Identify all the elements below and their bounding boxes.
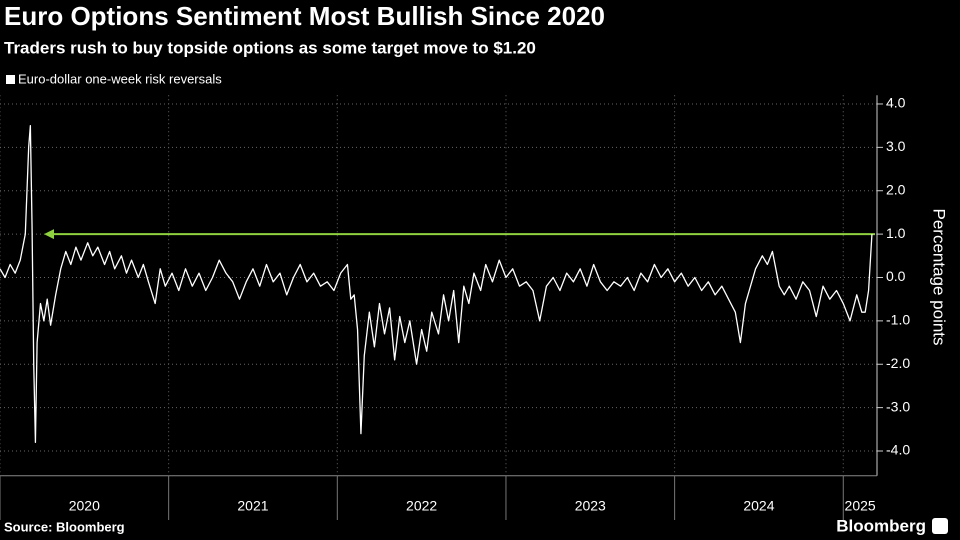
data-line [0,125,873,443]
x-tick-label: 2022 [406,498,437,514]
chart-title: Euro Options Sentiment Most Bullish Sinc… [4,1,605,31]
x-tick-label: 2021 [237,498,268,514]
y-tick-label: 3.0 [886,138,906,154]
y-tick-label: -1.0 [886,312,910,328]
y-tick-label: -2.0 [886,355,910,371]
reference-arrowhead [44,229,54,240]
legend-swatch [6,75,15,84]
y-tick-label: 4.0 [886,95,906,111]
x-tick-label: 2023 [575,498,606,514]
y-tick-label: -4.0 [886,442,910,458]
brand: Bloomberg [836,516,926,535]
chart-subtitle: Traders rush to buy topside options as s… [4,38,536,57]
source: Source: Bloomberg [4,519,125,534]
y-tick-label: 2.0 [886,181,906,197]
y-tick-label: 1.0 [886,225,906,241]
y-axis-label: Percentage points [930,208,949,345]
x-tick-label: 2024 [743,498,774,514]
y-tick-label: -3.0 [886,398,910,414]
x-tick-label: 2020 [69,498,100,514]
y-tick-label: 0.0 [886,268,906,284]
brand-icon [932,518,948,534]
x-tick-label: 2025 [845,498,876,514]
legend-label: Euro-dollar one-week risk reversals [18,71,222,86]
